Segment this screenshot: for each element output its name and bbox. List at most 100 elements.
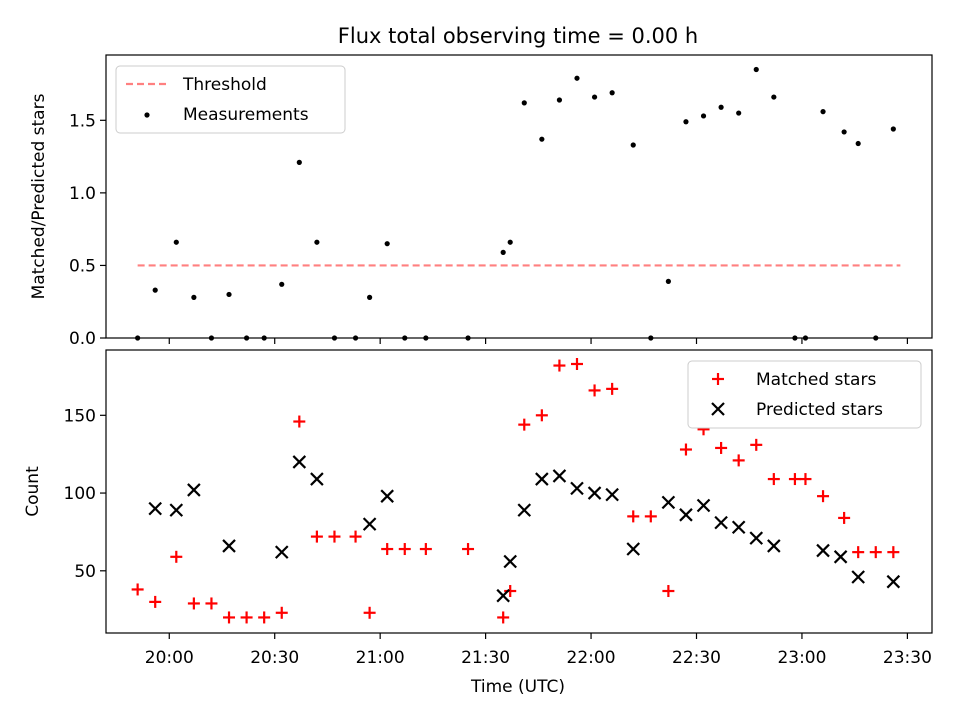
matched-star-point bbox=[750, 438, 763, 451]
matched-star-point bbox=[887, 546, 900, 559]
predicted-star-point bbox=[816, 543, 830, 558]
legend-matched-swatch bbox=[712, 373, 724, 385]
x-tick-label: 20:30 bbox=[250, 648, 299, 668]
matched-star-point bbox=[679, 443, 692, 456]
measurement-point bbox=[683, 119, 689, 125]
x-tick-label: 21:00 bbox=[356, 648, 405, 668]
top-x-ticks bbox=[168, 338, 908, 344]
predicted-star-point bbox=[661, 495, 676, 510]
predicted-star-point bbox=[767, 539, 781, 553]
predicted-star-point bbox=[496, 588, 510, 603]
predicted-star-point bbox=[552, 469, 567, 483]
measurement-point bbox=[500, 249, 506, 255]
predicted-star-point bbox=[587, 486, 602, 500]
bottom-y-axis: 50 100 150 bbox=[64, 406, 106, 582]
top-y-tick-label: 0.0 bbox=[69, 329, 96, 349]
legend-matched-label: Matched stars bbox=[756, 370, 876, 390]
bottom-y-tick-label: 100 bbox=[64, 484, 96, 504]
measurement-point bbox=[890, 126, 896, 132]
matched-star-point bbox=[588, 384, 601, 397]
predicted-star-point bbox=[503, 554, 517, 569]
measurement-point bbox=[173, 239, 179, 245]
x-tick-label: 20:00 bbox=[145, 648, 194, 668]
predicted-star-point bbox=[362, 517, 377, 531]
bottom-y-tick-label: 150 bbox=[64, 406, 96, 426]
measurement-point bbox=[771, 94, 777, 100]
matched-star-point bbox=[462, 543, 475, 556]
matched-star-point bbox=[223, 611, 236, 624]
measurement-point bbox=[665, 278, 671, 284]
predicted-star-point bbox=[148, 501, 162, 516]
top-y-tick-label: 0.5 bbox=[69, 256, 96, 276]
matched-star-point bbox=[518, 418, 531, 431]
matched-star-point bbox=[869, 546, 882, 559]
top-legend-box bbox=[115, 65, 346, 134]
x-tick-label: 22:00 bbox=[567, 648, 616, 668]
predicted-star-point bbox=[714, 515, 728, 530]
matched-star-point bbox=[662, 585, 675, 598]
measurement-point bbox=[630, 142, 636, 148]
measurement-point bbox=[609, 90, 615, 96]
legend-measurements-swatch bbox=[144, 112, 150, 118]
matched-star-point bbox=[149, 595, 162, 608]
measurement-point bbox=[718, 104, 724, 110]
measurement-point bbox=[367, 294, 373, 300]
measurement-point bbox=[736, 110, 742, 116]
predicted-star-point bbox=[222, 539, 236, 553]
top-y-axis: 0.0 0.5 1.0 1.5 bbox=[69, 111, 106, 349]
predicted-star-point bbox=[517, 503, 532, 517]
measurement-point bbox=[753, 66, 759, 73]
measurement-point bbox=[521, 100, 527, 106]
matched-star-point bbox=[606, 382, 619, 395]
predicted-star-point bbox=[626, 542, 641, 556]
matched-star-point bbox=[187, 597, 200, 610]
predicted-star-point bbox=[833, 550, 848, 564]
x-tick-label: 23:30 bbox=[883, 648, 932, 668]
matched-star-point bbox=[852, 546, 865, 559]
top-axes-frame bbox=[105, 54, 933, 339]
legend-predicted-swatch bbox=[711, 402, 725, 416]
matched-star-point bbox=[170, 550, 183, 563]
bottom-legend: Matched stars Predicted stars bbox=[687, 360, 922, 429]
bottom-axes-frame bbox=[105, 349, 933, 634]
matched-star-point bbox=[817, 490, 830, 503]
measurement-point bbox=[384, 241, 390, 247]
measurement-point bbox=[507, 239, 513, 245]
matched-star-point bbox=[535, 409, 548, 422]
x-tick-label: 23:00 bbox=[777, 648, 826, 668]
matched-star-point bbox=[715, 441, 728, 454]
measurement-point bbox=[700, 113, 707, 119]
matched-star-point bbox=[504, 585, 517, 598]
matched-star-point bbox=[205, 597, 218, 610]
matched-star-point bbox=[258, 611, 271, 624]
figure-title: Flux total observing time = 0.00 h bbox=[338, 24, 698, 48]
measurement-point bbox=[226, 291, 232, 298]
predicted-star-point bbox=[169, 503, 184, 517]
matched-star-point bbox=[799, 473, 812, 486]
matched-star-point bbox=[131, 583, 144, 596]
measurement-point bbox=[152, 287, 158, 293]
measurement-point bbox=[574, 75, 580, 81]
measurement-point bbox=[855, 140, 861, 147]
matched-star-point bbox=[644, 510, 657, 523]
matched-star-point bbox=[275, 606, 288, 619]
legend-measurements-label: Measurements bbox=[183, 105, 309, 125]
predicted-star-point bbox=[605, 487, 619, 502]
matched-star-point bbox=[767, 473, 780, 486]
top-y-axis-label: Matched/Predicted stars bbox=[29, 93, 49, 299]
legend-predicted-label: Predicted stars bbox=[756, 400, 883, 420]
matched-star-point bbox=[240, 611, 253, 624]
matched-star-point bbox=[398, 543, 411, 556]
measurement-point bbox=[296, 159, 302, 165]
measurement-point bbox=[279, 281, 285, 287]
predicted-star-point bbox=[851, 570, 865, 584]
matched-star-point bbox=[627, 510, 640, 523]
predicted-star-point bbox=[886, 574, 901, 589]
matched-star-point bbox=[349, 530, 362, 543]
predicted-star-point bbox=[731, 520, 746, 535]
matched-star-point bbox=[570, 357, 583, 370]
predicted-star-point bbox=[535, 472, 549, 486]
top-plot-area bbox=[135, 66, 901, 341]
